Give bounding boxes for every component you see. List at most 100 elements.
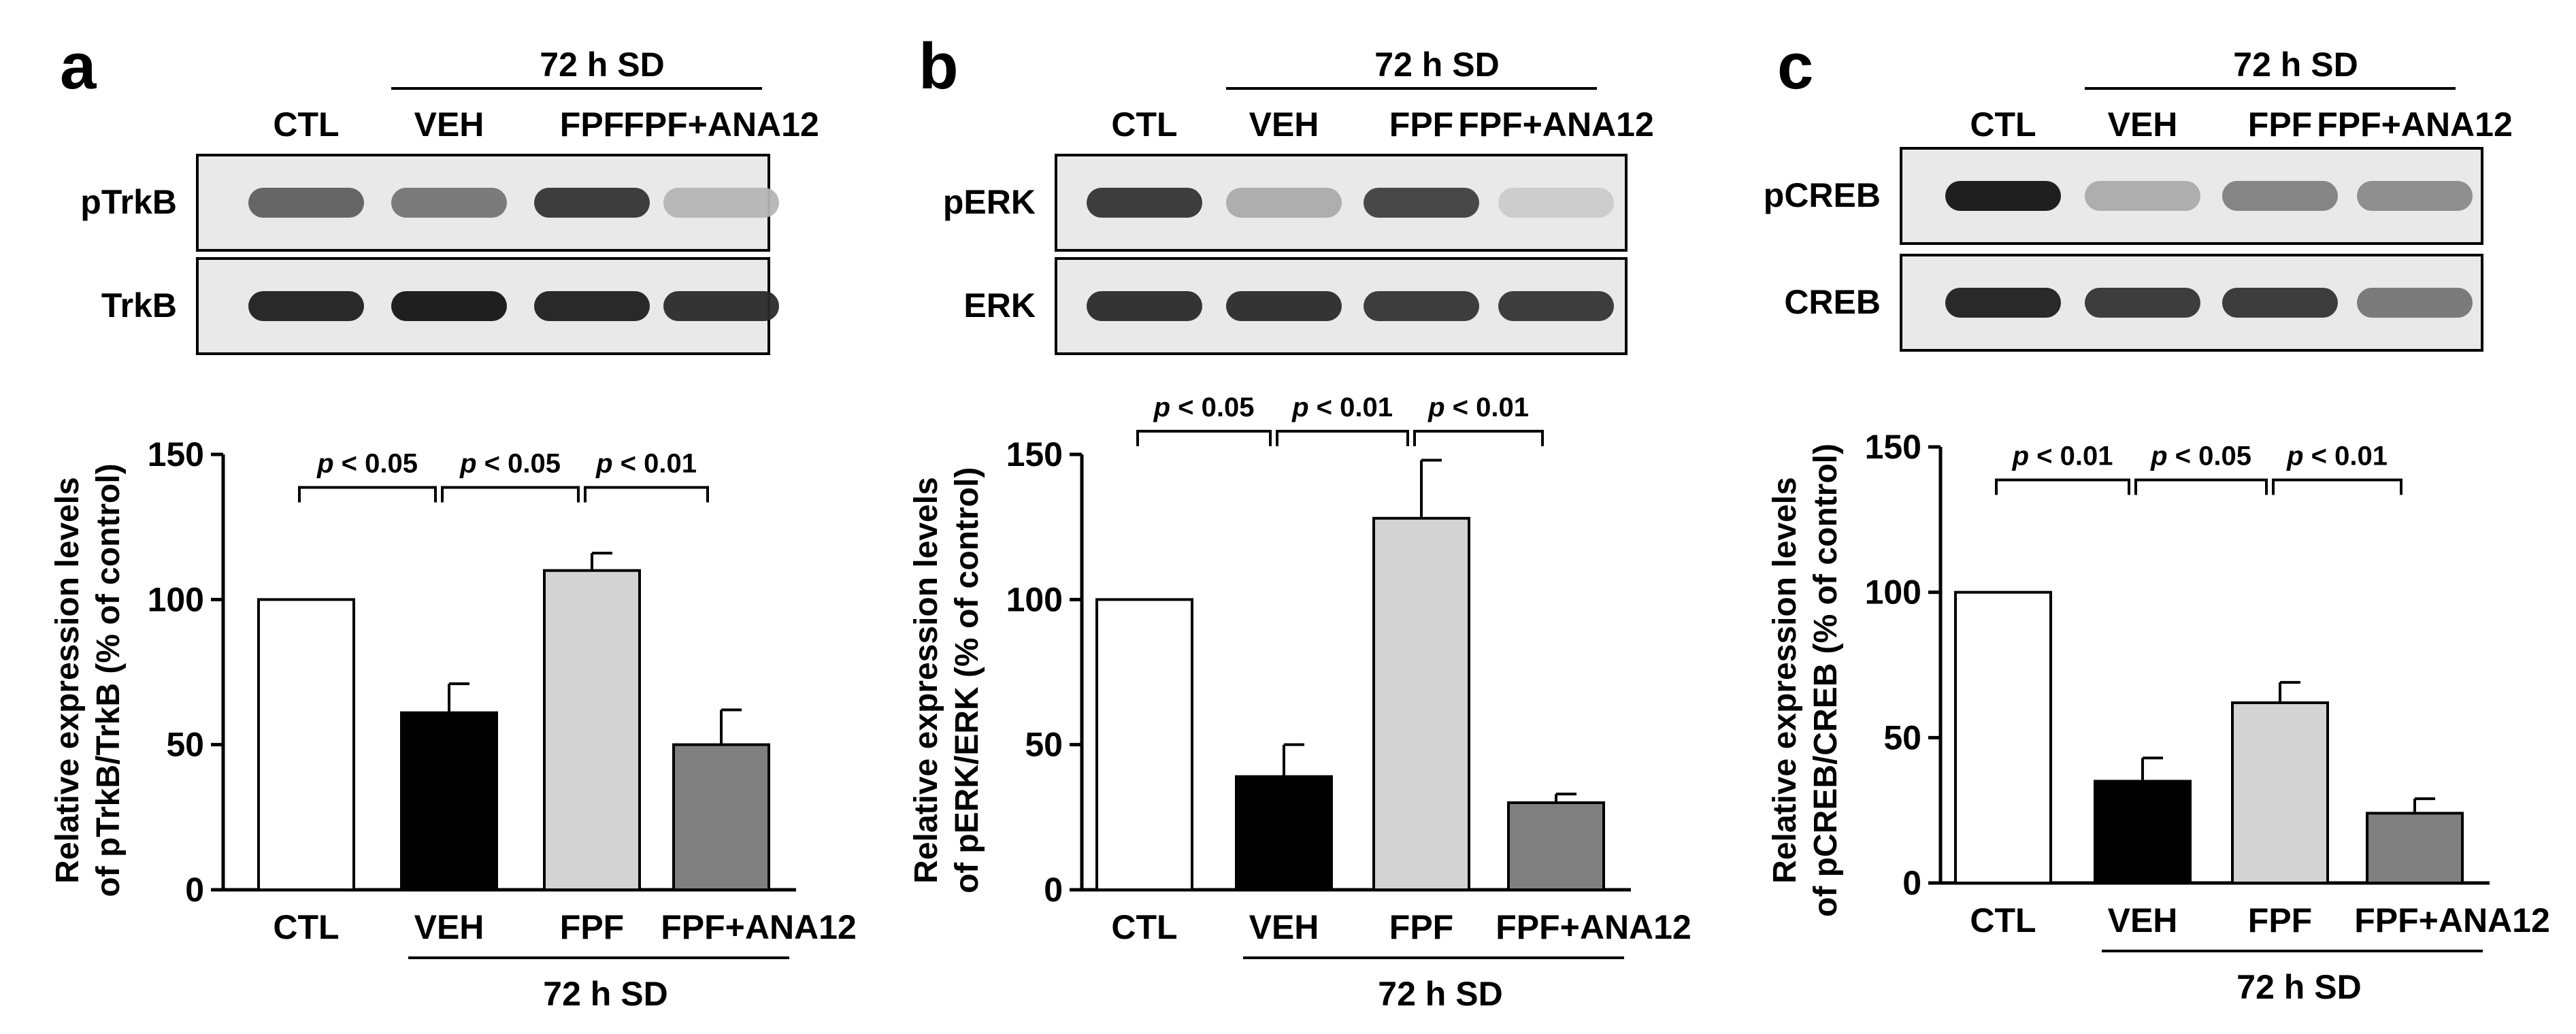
x-tick-label: VEH	[2108, 901, 2178, 939]
blot-band	[2085, 181, 2200, 211]
blot-label: pTrkB	[80, 183, 177, 221]
blot-band	[2222, 181, 2338, 211]
y-tick-label: 150	[148, 435, 204, 473]
lane-label: CTL	[273, 105, 339, 144]
y-tick-label: 50	[1883, 718, 1921, 756]
x-tick-label: CTL	[1970, 901, 2036, 939]
significance-label: p < 0.01	[1427, 393, 1529, 422]
lane-label: CTL	[1111, 105, 1177, 144]
bar	[2231, 701, 2329, 884]
blot-band	[391, 188, 507, 218]
blot-band	[1945, 181, 2061, 211]
significance-bracket	[441, 486, 580, 503]
significance-label: p < 0.05	[316, 449, 418, 479]
panel-b: b 72 h SD CTL VEH FPF FPF+ANA12 pERK ERK 0 50 100 1…	[859, 0, 1717, 1034]
blot-band	[248, 291, 364, 321]
y-tick-label: 100	[148, 580, 204, 618]
blot-band	[663, 188, 779, 218]
group-label-top: 72 h SD	[2233, 46, 2358, 84]
lane-label: VEH	[1249, 105, 1319, 144]
y-axis-label-2: of pCREB/CREB (% of control)	[1808, 444, 1844, 917]
blot-label: TrkB	[101, 286, 177, 324]
blot-band	[1498, 188, 1614, 218]
bar	[672, 743, 770, 891]
x-tick-label: CTL	[273, 908, 339, 946]
lane-label: FPF	[1389, 105, 1453, 144]
blot-band	[1226, 291, 1342, 321]
x-tick-label: FPF+ANA12	[2354, 901, 2550, 939]
significance-label: p < 0.01	[2286, 441, 2388, 471]
y-tick-label: 50	[166, 726, 204, 764]
y-tick-label: 0	[1902, 864, 1921, 902]
group-label-bottom: 72 h SD	[2236, 968, 2361, 1006]
blot-label: pCREB	[1764, 176, 1881, 214]
significance-bracket	[1136, 429, 1272, 446]
x-tick-label: FPF+ANA12	[1496, 908, 1691, 946]
y-axis-label-1: Relative expression levels	[50, 477, 86, 884]
blot-band	[1364, 188, 1479, 218]
x-tick-label: VEH	[414, 908, 484, 946]
significance-label: p < 0.05	[1153, 393, 1255, 422]
significance-bracket	[1276, 429, 1409, 446]
bar	[257, 598, 355, 891]
blot-band	[1945, 288, 2061, 318]
lane-label: VEH	[414, 105, 484, 144]
significance-bracket	[2134, 478, 2268, 495]
significance-label: p < 0.01	[2012, 441, 2113, 471]
group-label-top: 72 h SD	[1374, 46, 1499, 84]
panel-letter: a	[60, 30, 97, 103]
x-tick-label: FPF	[2248, 901, 2312, 939]
y-axis-label-1: Relative expression levels	[1767, 477, 1803, 884]
lane-label: FPF+ANA12	[2317, 105, 2513, 144]
blot-band	[391, 291, 507, 321]
bar	[400, 711, 498, 891]
group-label-top: 72 h SD	[540, 46, 664, 84]
x-tick-label: FPF	[560, 908, 624, 946]
y-tick-label: 100	[1006, 580, 1063, 618]
lane-label: FPF	[2248, 105, 2312, 144]
panel-letter: b	[919, 30, 959, 103]
bar	[543, 569, 641, 892]
blot-label: pERK	[943, 183, 1036, 221]
y-tick-label: 150	[1006, 435, 1063, 473]
y-axis-label-1: Relative expression levels	[908, 477, 944, 884]
blot-band	[2222, 288, 2338, 318]
x-tick-label: FPF+ANA12	[661, 908, 857, 946]
blot-band	[534, 188, 650, 218]
blot-band	[534, 291, 650, 321]
blot-band	[1364, 291, 1479, 321]
significance-label: p < 0.01	[595, 449, 697, 479]
bar	[2366, 812, 2464, 884]
significance-label: p < 0.01	[1291, 393, 1393, 422]
blot-band	[248, 188, 364, 218]
significance-label: p < 0.05	[2150, 441, 2251, 471]
significance-bracket	[1995, 478, 2130, 495]
blot-band	[1087, 188, 1202, 218]
x-tick-label: CTL	[1111, 908, 1177, 946]
panel-c: c 72 h SD CTL VEH FPF FPF+ANA12 pCREB CREB 0 50 10…	[1717, 0, 2576, 1034]
significance-bracket	[1413, 429, 1544, 446]
blot-label: CREB	[1784, 283, 1881, 321]
blot-band	[2085, 288, 2200, 318]
blot-band	[663, 291, 779, 321]
y-tick-label: 150	[1865, 428, 1921, 466]
bar	[1507, 801, 1605, 891]
significance-bracket	[2272, 478, 2402, 495]
blot-band	[1226, 188, 1342, 218]
panel-a: a 72 h SD CTL VEH FPF FPF+ANA12 pTrkB TrkB 0 50 10…	[0, 0, 859, 1034]
blot-band	[2357, 181, 2473, 211]
bar	[2094, 780, 2192, 885]
bar	[1372, 516, 1470, 891]
blot-band	[2357, 288, 2473, 318]
blot-band	[1498, 291, 1614, 321]
group-label-bottom: 72 h SD	[1378, 975, 1502, 1013]
bar	[1235, 775, 1333, 891]
y-axis-label-2: of pERK/ERK (% of control)	[949, 467, 985, 894]
bar	[1954, 590, 2052, 885]
significance-bracket	[298, 486, 437, 503]
significance-bracket	[584, 486, 709, 503]
panel-letter: c	[1777, 30, 1813, 103]
